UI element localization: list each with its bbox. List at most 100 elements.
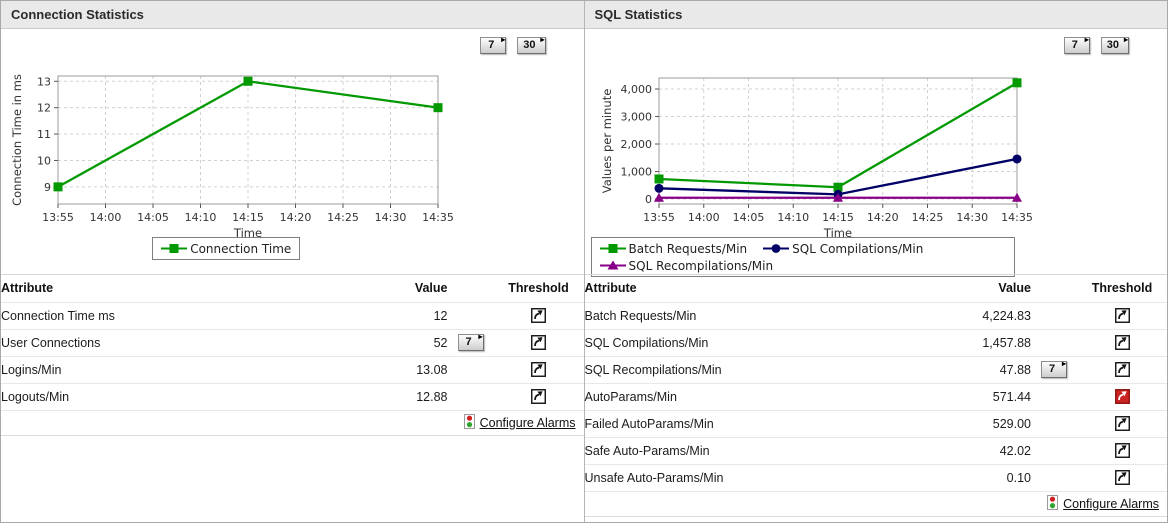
panel-body: 7 30 9 10 11 12 13 13:55 14:00 14:05 14:10 14:15 14…: [1, 29, 584, 522]
svg-text:4,000: 4,000: [620, 83, 652, 96]
table-row: Connection Time ms 12: [1, 302, 584, 329]
legend-item: SQL Compilations/Min: [763, 240, 923, 257]
table-row: Batch Requests/Min 4,224.83: [584, 302, 1167, 329]
history-7-days-button[interactable]: 7: [1063, 35, 1090, 54]
history-30-days-button[interactable]: 30: [1100, 35, 1129, 54]
chart-legend: Batch Requests/Min SQL Compilations/Min SQ…: [590, 237, 1015, 277]
threshold-icon[interactable]: [1077, 329, 1167, 356]
svg-text:9: 9: [44, 181, 51, 194]
svg-text:14:30: 14:30: [375, 211, 407, 224]
table-row: Logouts/Min 12.88: [1, 383, 584, 410]
sql-statistics-panel: SQL Statistics 7 30 0 1,000 2,000 3,000 4,000…: [584, 1, 1168, 523]
threshold-icon[interactable]: [1077, 302, 1167, 329]
attribute-value: 529.00: [992, 416, 1031, 431]
threshold-icon[interactable]: [1077, 410, 1167, 437]
legend-item: Connection Time: [161, 240, 291, 257]
attribute-name: Safe Auto-Params/Min: [584, 443, 710, 458]
empty-space: [1, 436, 584, 523]
threshold-icon[interactable]: [1077, 437, 1167, 464]
svg-text:13: 13: [37, 75, 51, 88]
table-row: User Connections 52 7: [1, 329, 584, 356]
empty-space: [585, 517, 1168, 523]
history-7-days-button[interactable]: 7: [1041, 359, 1067, 378]
threshold-icon[interactable]: [1077, 356, 1167, 383]
svg-text:Time: Time: [233, 226, 262, 237]
traffic-light-icon: [1047, 494, 1059, 513]
history-cell: [448, 356, 494, 383]
attribute-value: 4,224.83: [982, 308, 1031, 323]
svg-text:14:15: 14:15: [822, 211, 854, 224]
panel-body: 7 30 0 1,000 2,000 3,000 4,000 13:55 14:00 14:05…: [584, 29, 1168, 523]
attribute-name: Batch Requests/Min: [584, 308, 697, 323]
svg-text:13:55: 13:55: [42, 211, 74, 224]
svg-text:14:10: 14:10: [777, 211, 809, 224]
svg-text:0: 0: [645, 193, 652, 206]
svg-text:13:55: 13:55: [643, 211, 675, 224]
threshold-column-header: Threshold: [1091, 281, 1153, 296]
svg-text:14:25: 14:25: [327, 211, 359, 224]
legend-row: Connection Time: [1, 237, 584, 274]
svg-text:2,000: 2,000: [620, 138, 652, 151]
table-row: SQL Recompilations/Min 47.88 7: [584, 356, 1167, 383]
legend-item: Batch Requests/Min: [599, 240, 747, 257]
svg-text:14:20: 14:20: [866, 211, 898, 224]
attribute-table-section: Attribute Value Threshold Batch Requests…: [584, 274, 1167, 517]
value-column-header: Value: [414, 281, 448, 296]
history-cell: [1031, 410, 1077, 437]
chart-legend: Connection Time: [152, 237, 301, 260]
configure-alarms-link[interactable]: Configure Alarms: [1063, 496, 1159, 511]
table-header-row: Attribute Value Threshold: [584, 275, 1167, 302]
attribute-value: 571.44: [992, 389, 1031, 404]
attribute-column-header: Attribute: [584, 281, 637, 296]
legend-item: SQL Recompilations/Min: [599, 257, 773, 274]
history-7-days-button[interactable]: 7: [480, 35, 507, 54]
table-header-row: Attribute Value Threshold: [1, 275, 584, 302]
history-cell: [1031, 383, 1077, 410]
svg-text:14:35: 14:35: [1001, 211, 1033, 224]
attribute-table: Attribute Value Threshold Batch Requests…: [584, 275, 1167, 492]
table-row: SQL Compilations/Min 1,457.88: [584, 329, 1167, 356]
sql-statistics-chart: 0 1,000 2,000 3,000 4,000 13:55 14:00 14:05 14:1…: [600, 77, 1033, 237]
svg-text:14:30: 14:30: [956, 211, 988, 224]
attribute-name: SQL Compilations/Min: [584, 335, 709, 350]
configure-alarms-link[interactable]: Configure Alarms: [479, 415, 576, 430]
attribute-value: 12.88: [416, 389, 448, 404]
svg-text:14:25: 14:25: [911, 211, 943, 224]
attribute-value: 13.08: [416, 362, 448, 377]
attribute-value: 52: [433, 335, 448, 350]
threshold-column-header: Threshold: [508, 281, 569, 296]
svg-text:Time: Time: [822, 226, 851, 237]
table-row: AutoParams/Min 571.44: [584, 383, 1167, 410]
history-cell: 7: [448, 329, 494, 356]
history-cell: [1031, 437, 1077, 464]
history-7-days-button[interactable]: 7: [457, 332, 484, 351]
threshold-icon[interactable]: [1077, 464, 1167, 491]
svg-text:14:10: 14:10: [185, 211, 217, 224]
connection-time-chart: 9 10 11 12 13 13:55 14:00 14:05 14:10 14:15 14:20 1…: [10, 74, 454, 237]
table-footer: Configure Alarms: [1, 411, 584, 436]
svg-text:14:00: 14:00: [687, 211, 719, 224]
attribute-name: AutoParams/Min: [584, 389, 677, 404]
history-range-toolbar: 7 30: [585, 29, 1168, 62]
value-column-header: Value: [998, 281, 1031, 296]
svg-text:14:00: 14:00: [90, 211, 122, 224]
threshold-icon[interactable]: [494, 302, 584, 329]
legend-row: Batch Requests/Min SQL Compilations/Min SQ…: [585, 237, 1168, 277]
threshold-breached-icon[interactable]: [1077, 383, 1167, 410]
threshold-icon[interactable]: [494, 383, 584, 410]
svg-text:14:20: 14:20: [280, 211, 312, 224]
history-30-days-button[interactable]: 30: [517, 35, 546, 54]
attribute-table-section: Attribute Value Threshold Connection Tim…: [1, 274, 584, 436]
threshold-icon[interactable]: [494, 356, 584, 383]
attribute-name: Logouts/Min: [1, 389, 70, 404]
threshold-icon[interactable]: [494, 329, 584, 356]
attribute-name: User Connections: [1, 335, 101, 350]
svg-text:11: 11: [37, 128, 51, 141]
table-row: Safe Auto-Params/Min 42.02: [584, 437, 1167, 464]
history-cell: [448, 383, 494, 410]
traffic-light-icon: [463, 413, 475, 432]
history-column-header: [448, 275, 494, 302]
history-cell: [1031, 302, 1077, 329]
attribute-value: 0.10: [1006, 470, 1031, 485]
